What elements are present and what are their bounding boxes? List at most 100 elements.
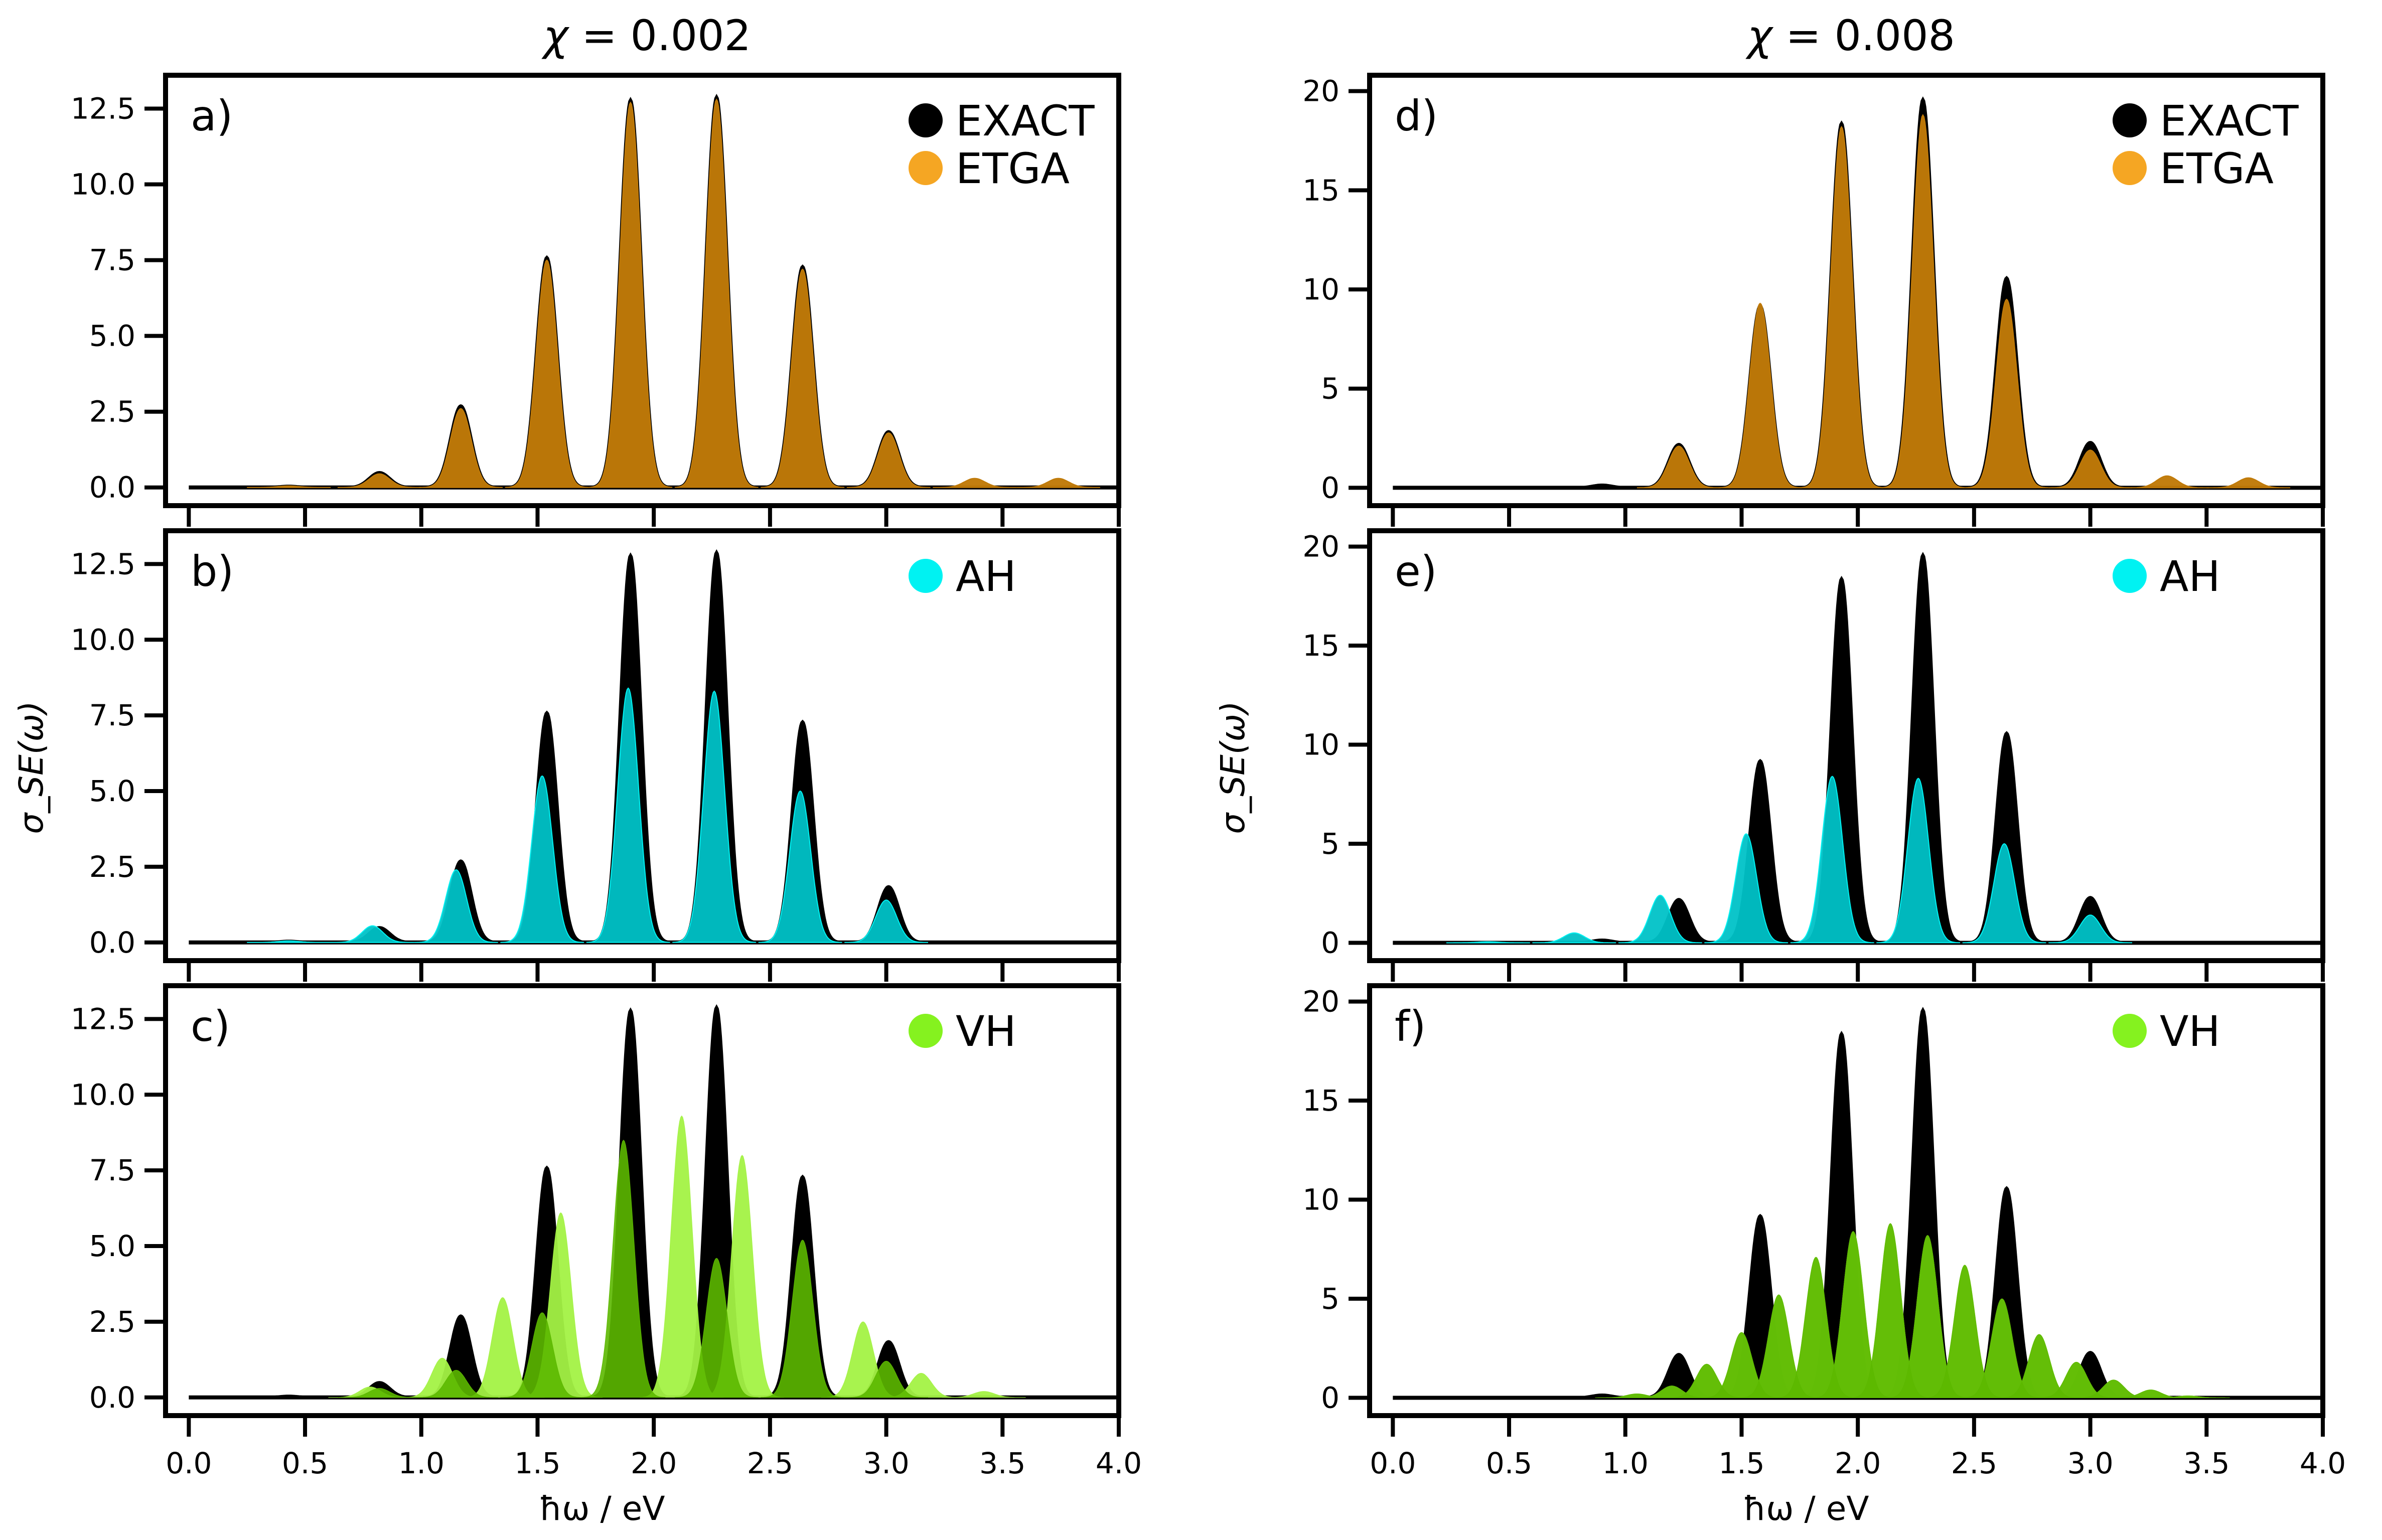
x-tick-label: 2.5	[1951, 1446, 1997, 1480]
peak-etga	[674, 98, 759, 488]
legend-marker-exact	[2113, 103, 2147, 137]
x-tick-label: 3.0	[863, 1446, 909, 1480]
panel-label: b)	[191, 547, 234, 596]
peak-etga	[505, 259, 589, 488]
x-tick-label: 3.5	[979, 1446, 1025, 1480]
plot-area	[189, 94, 1119, 490]
peak-ah	[500, 775, 584, 943]
panel-b: 0.0 2.5 5.0 7.5 10.0 12.5 b) AH	[71, 528, 1121, 982]
peak-ah	[844, 899, 929, 943]
column-title-left: χ = 0.002	[541, 11, 751, 60]
y-tick-label: 12.5	[71, 547, 135, 581]
y-tick-label: 0.0	[89, 471, 135, 505]
y-tick-label: 20	[1302, 985, 1339, 1019]
legend-label-ah: AH	[2160, 552, 2220, 601]
legend-label-vh: VH	[956, 1007, 1016, 1056]
peak-ah	[586, 687, 670, 943]
peak-etga	[2206, 477, 2291, 489]
y-tick-label: 15	[1302, 1084, 1339, 1118]
x-tick-label: 3.0	[2067, 1446, 2113, 1480]
panel-label: c)	[191, 1002, 230, 1051]
chi-symbol-left: χ =	[541, 11, 631, 60]
peak-etga	[933, 478, 1017, 488]
legend-marker-etga	[909, 151, 943, 185]
peak-ah	[2048, 914, 2132, 944]
y-axis-label-right: σ_SE(ω)	[1214, 701, 1252, 834]
x-axis-label-right: ħω / eV	[1743, 1489, 1869, 1528]
y-tick-label: 0	[1321, 471, 1339, 505]
peak-etga	[846, 432, 931, 488]
peak-etga	[2048, 449, 2132, 489]
y-tick-label: 12.5	[71, 1002, 135, 1036]
legend-marker-ah	[2113, 559, 2147, 593]
y-tick-label: 5.0	[89, 319, 135, 353]
axes-frame	[163, 528, 1121, 963]
y-tick-label: 20	[1302, 74, 1339, 108]
series-vh	[337, 1140, 928, 1398]
peak-vh	[674, 1258, 759, 1398]
peak-ah	[672, 690, 757, 943]
peak-vh	[2146, 1396, 2230, 1398]
series-ah	[247, 687, 929, 943]
peak-ah	[1446, 941, 1530, 944]
x-tick-label: 0.5	[1486, 1446, 1532, 1480]
peak-ah	[1962, 843, 2046, 944]
y-axis-label-left: σ_SE(ω)	[12, 701, 51, 834]
column-title-right: χ = 0.008	[1745, 11, 1955, 60]
y-tick-label: 10	[1302, 272, 1339, 306]
peak-vh	[581, 1140, 666, 1398]
y-tick-label: 7.5	[89, 1153, 135, 1187]
peak-etga	[337, 473, 421, 488]
legend-marker-vh	[909, 1014, 943, 1048]
peak-etga	[1881, 114, 1965, 489]
peak-etga	[1636, 445, 1721, 489]
peak-ah	[1790, 776, 1874, 944]
peak-vh	[761, 1240, 845, 1398]
peak-etga	[1800, 125, 1884, 489]
series-etga	[247, 98, 1100, 488]
peak-etga	[247, 485, 331, 488]
y-tick-label: 5	[1321, 827, 1339, 861]
peak-ah	[247, 940, 331, 943]
panel-label: d)	[1395, 91, 1438, 140]
legend-label-etga: ETGA	[956, 144, 1070, 193]
peak-ah	[331, 925, 414, 943]
peak-vh	[337, 1388, 421, 1398]
legend-label-exact: EXACT	[2160, 96, 2299, 145]
y-tick-label: 10.0	[71, 623, 135, 657]
peak-etga	[1016, 478, 1100, 488]
panel-f: 0 5 10 15 20 0.0 0.5 1.0 1.5 2.0 2.5 3.0 3.5 4.0 f) VH	[1302, 983, 2346, 1480]
y-tick-label: 5.0	[89, 774, 135, 808]
legend-marker-etga	[2113, 151, 2147, 185]
panel-label: f)	[1395, 1002, 1426, 1051]
plot-area	[1393, 1007, 2323, 1400]
x-tick-label: 2.0	[631, 1446, 677, 1480]
chi-symbol-right: χ =	[1745, 11, 1835, 60]
x-tick-label: 1.0	[398, 1446, 444, 1480]
y-tick-label: 7.5	[89, 698, 135, 732]
plot-area	[1393, 552, 2323, 945]
y-tick-label: 10.0	[71, 1077, 135, 1112]
y-tick-label: 10	[1302, 728, 1339, 762]
peak-vh-side	[942, 1391, 1026, 1398]
y-tick-label: 15	[1302, 629, 1339, 663]
series-etga	[1636, 114, 2291, 489]
x-tick-label: 4.0	[2300, 1446, 2346, 1480]
series-ah	[1446, 776, 2132, 944]
y-tick-label: 5	[1321, 372, 1339, 406]
peak-exact	[1965, 731, 2049, 944]
legend-label-exact: EXACT	[956, 96, 1095, 145]
y-tick-label: 0	[1321, 1380, 1339, 1415]
chi-value-left: 0.002	[631, 11, 751, 60]
x-tick-label: 1.5	[514, 1446, 560, 1480]
peak-vh	[414, 1369, 498, 1398]
y-tick-label: 20	[1302, 530, 1339, 564]
plot-area	[1393, 96, 2323, 490]
y-tick-label: 15	[1302, 173, 1339, 207]
y-tick-label: 5.0	[89, 1229, 135, 1263]
peak-etga	[761, 268, 845, 488]
y-tick-label: 12.5	[71, 91, 135, 125]
